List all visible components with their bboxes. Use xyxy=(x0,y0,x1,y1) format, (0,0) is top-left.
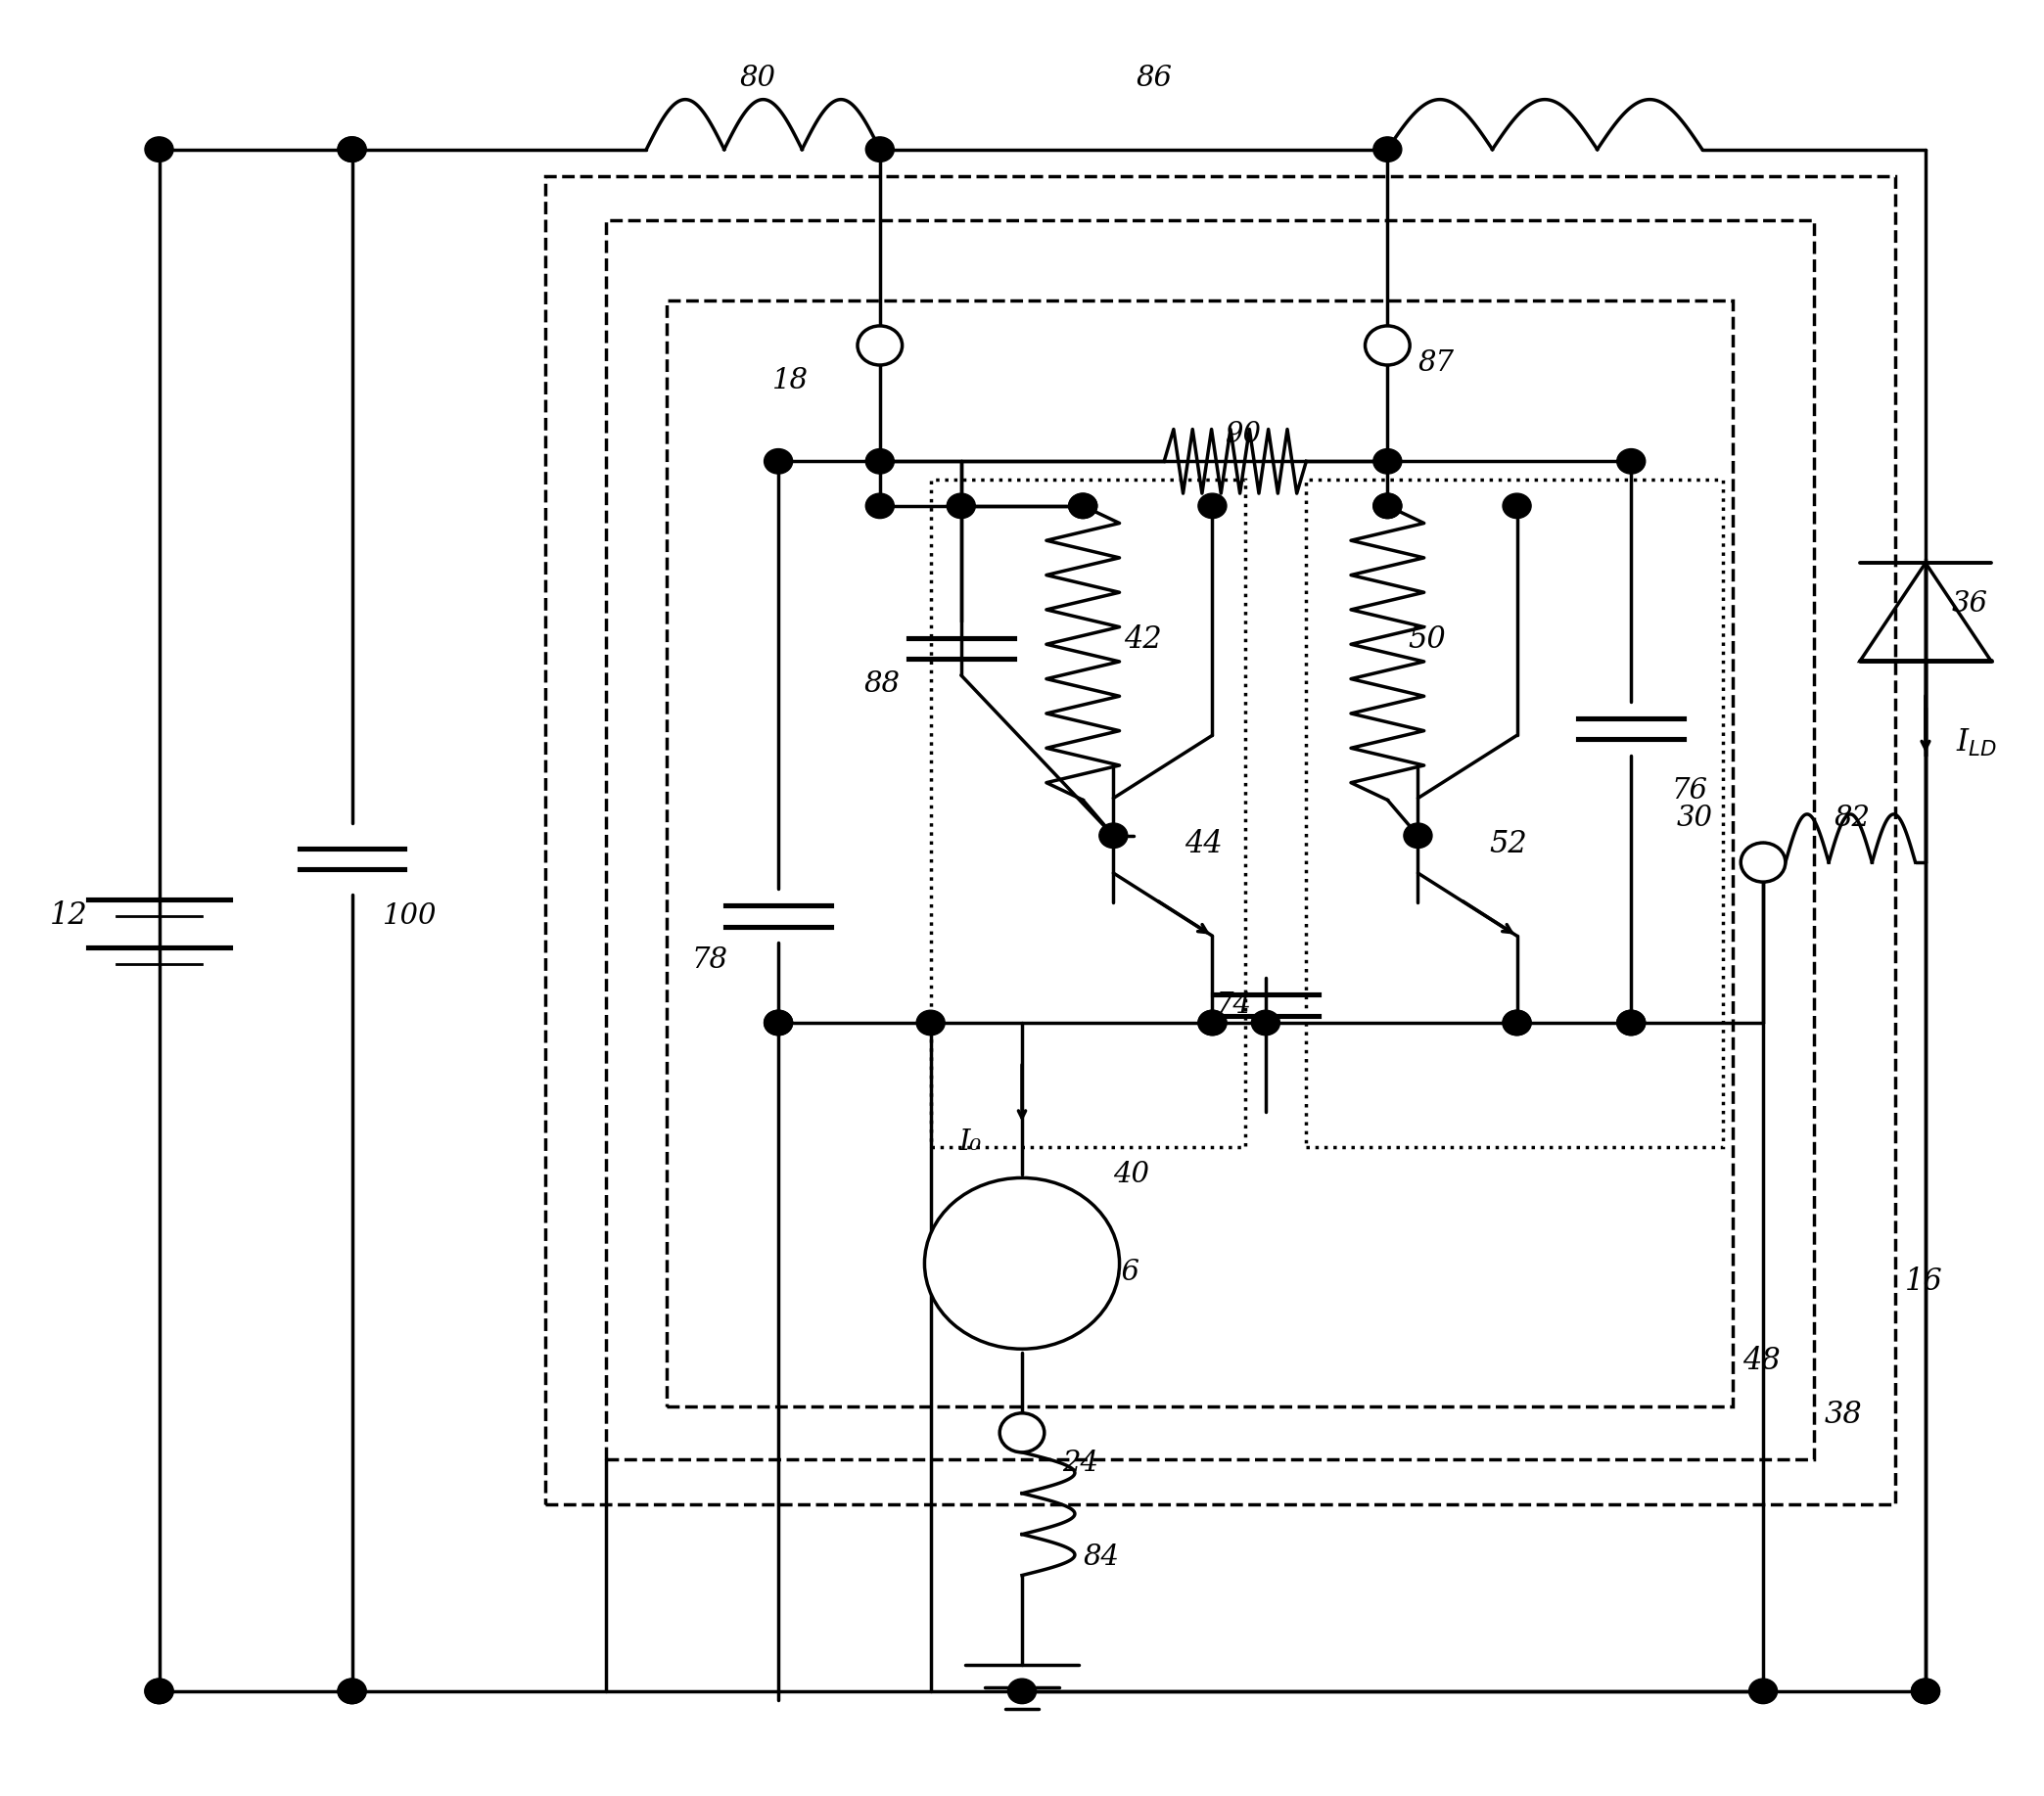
Circle shape xyxy=(867,494,893,519)
Circle shape xyxy=(1008,1679,1036,1704)
Circle shape xyxy=(337,1679,366,1704)
Circle shape xyxy=(764,1011,793,1034)
Bar xyxy=(546,176,1895,1503)
Circle shape xyxy=(858,325,901,365)
Text: 76: 76 xyxy=(1672,778,1709,805)
Text: 88: 88 xyxy=(865,670,899,699)
Circle shape xyxy=(1750,1679,1778,1704)
Text: 52: 52 xyxy=(1488,830,1527,860)
Text: 42: 42 xyxy=(1124,625,1161,656)
Text: 80: 80 xyxy=(740,65,777,92)
Circle shape xyxy=(337,1679,366,1704)
Circle shape xyxy=(1617,1011,1645,1034)
Circle shape xyxy=(1069,494,1098,519)
Bar xyxy=(605,221,1813,1460)
Text: 16: 16 xyxy=(1905,1266,1944,1297)
Text: 84: 84 xyxy=(1083,1545,1120,1572)
Text: 18: 18 xyxy=(773,368,809,395)
Circle shape xyxy=(764,1011,793,1034)
Circle shape xyxy=(1100,823,1128,848)
Circle shape xyxy=(946,494,975,519)
Circle shape xyxy=(1374,494,1402,519)
Circle shape xyxy=(337,136,366,162)
Circle shape xyxy=(337,136,366,162)
Text: 38: 38 xyxy=(1823,1399,1862,1430)
Circle shape xyxy=(1374,136,1402,162)
Circle shape xyxy=(1365,325,1410,365)
Bar xyxy=(666,302,1733,1406)
Circle shape xyxy=(1741,842,1784,882)
Circle shape xyxy=(1251,1011,1280,1034)
Circle shape xyxy=(1911,1679,1940,1704)
Circle shape xyxy=(1911,1679,1940,1704)
Circle shape xyxy=(1617,1011,1645,1034)
Circle shape xyxy=(867,136,893,162)
Bar xyxy=(1306,480,1723,1148)
Text: 30: 30 xyxy=(1676,805,1713,832)
Text: 74: 74 xyxy=(1214,991,1251,1018)
Circle shape xyxy=(145,1679,174,1704)
Text: 90: 90 xyxy=(1224,420,1261,449)
Circle shape xyxy=(1198,494,1226,519)
Circle shape xyxy=(145,1679,174,1704)
Text: 82: 82 xyxy=(1833,805,1870,832)
Text: 12: 12 xyxy=(51,900,88,930)
Circle shape xyxy=(1374,449,1402,474)
Bar xyxy=(930,480,1245,1148)
Text: 44: 44 xyxy=(1183,830,1222,860)
Text: 46: 46 xyxy=(1104,1259,1139,1286)
Text: I₀: I₀ xyxy=(959,1128,981,1157)
Circle shape xyxy=(145,136,174,162)
Circle shape xyxy=(1198,1011,1226,1034)
Text: 50: 50 xyxy=(1408,625,1445,656)
Circle shape xyxy=(867,449,893,474)
Circle shape xyxy=(1069,494,1098,519)
Circle shape xyxy=(1502,494,1531,519)
Text: 100: 100 xyxy=(382,902,437,930)
Circle shape xyxy=(1502,1011,1531,1034)
Circle shape xyxy=(1000,1413,1044,1453)
Circle shape xyxy=(1404,823,1433,848)
Circle shape xyxy=(764,449,793,474)
Circle shape xyxy=(916,1011,944,1034)
Text: 48: 48 xyxy=(1744,1347,1780,1376)
Text: 87: 87 xyxy=(1419,350,1453,377)
Text: 40: 40 xyxy=(1114,1160,1149,1187)
Circle shape xyxy=(1617,449,1645,474)
Text: I$_{LD}$: I$_{LD}$ xyxy=(1956,727,1997,758)
Text: 78: 78 xyxy=(691,946,728,973)
Text: 86: 86 xyxy=(1136,65,1171,92)
Circle shape xyxy=(1502,1011,1531,1034)
Text: 36: 36 xyxy=(1952,591,1989,618)
Text: 24: 24 xyxy=(1063,1449,1100,1476)
Circle shape xyxy=(924,1178,1120,1349)
Circle shape xyxy=(1374,494,1402,519)
Circle shape xyxy=(1198,1011,1226,1034)
